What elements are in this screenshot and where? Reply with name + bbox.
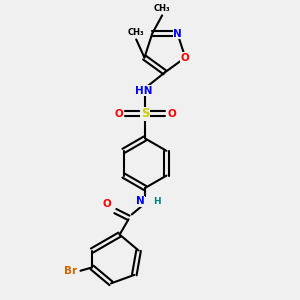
Text: CH₃: CH₃: [128, 28, 145, 37]
Text: O: O: [181, 52, 190, 63]
Text: H: H: [153, 197, 160, 206]
Text: N: N: [173, 28, 182, 39]
Text: O: O: [114, 109, 123, 119]
Text: S: S: [141, 107, 149, 120]
Text: Br: Br: [64, 266, 77, 276]
Text: O: O: [167, 109, 176, 119]
Text: O: O: [103, 200, 111, 209]
Text: HN: HN: [135, 85, 152, 96]
Text: N: N: [136, 196, 145, 206]
Text: CH₃: CH₃: [154, 4, 170, 13]
